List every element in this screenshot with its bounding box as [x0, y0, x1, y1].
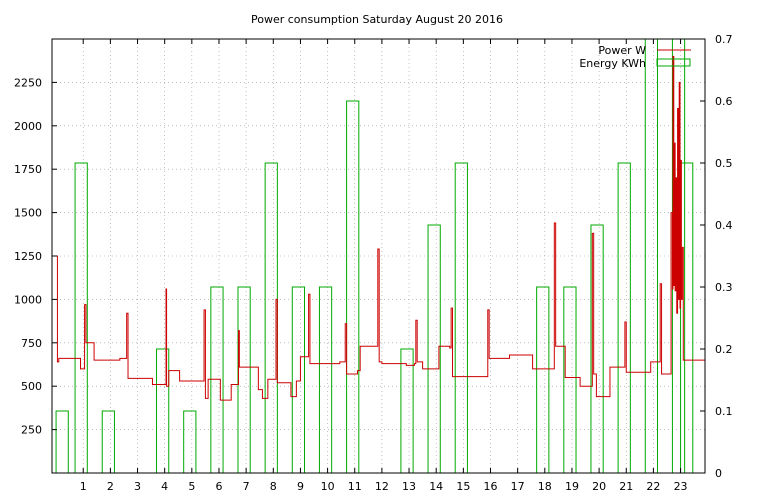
energy-bar	[237, 286, 251, 474]
x-tick-label: 9	[297, 480, 304, 493]
x-tick-label: 8	[270, 480, 277, 493]
energy-bar	[101, 410, 115, 474]
y2-tick-label: 0.5	[715, 157, 733, 170]
energy-bar	[318, 286, 333, 474]
y-tick-label: 750	[21, 337, 42, 350]
x-tick-label: 16	[484, 480, 498, 493]
x-tick-label: 4	[161, 480, 168, 493]
y2-tick-label: 0.7	[715, 33, 733, 46]
x-tick-label: 22	[646, 480, 660, 493]
legend-swatch-energy	[656, 58, 691, 67]
x-tick-label: 11	[348, 480, 362, 493]
y2-tick-label: 0.4	[715, 219, 733, 232]
x-tick-label: 2	[107, 480, 114, 493]
energy-series	[55, 38, 694, 474]
x-tick-label: 6	[215, 480, 222, 493]
y2-tick-label: 0	[715, 467, 722, 480]
x-tick-label: 10	[321, 480, 335, 493]
x-tick-label: 5	[188, 480, 195, 493]
x-tick-label: 13	[402, 480, 416, 493]
x-tick-label: 23	[674, 480, 688, 493]
x-tick-label: 20	[592, 480, 606, 493]
x-tick-label: 3	[134, 480, 141, 493]
x-tick-label: 12	[375, 480, 389, 493]
energy-bar	[536, 286, 550, 474]
y2-tick-label: 0.6	[715, 95, 733, 108]
x-tick-label: 18	[538, 480, 552, 493]
legend: Power W Energy KWh	[579, 44, 691, 70]
legend-label-energy: Energy KWh	[579, 57, 646, 70]
grid	[52, 39, 705, 473]
power-line	[56, 55, 706, 401]
y-tick-label: 1500	[14, 207, 42, 220]
energy-bar	[291, 286, 306, 474]
energy-bar	[644, 38, 658, 474]
energy-bar	[210, 286, 224, 474]
x-tick-label: 7	[243, 480, 250, 493]
x-tick-label: 15	[456, 480, 470, 493]
plot-frame	[51, 38, 706, 474]
energy-bar	[346, 100, 360, 474]
x-tick-label: 17	[511, 480, 525, 493]
y-tick-label: 500	[21, 380, 42, 393]
power-series	[56, 55, 706, 401]
y-tick-label: 1750	[14, 163, 42, 176]
chart-title: Power consumption Saturday August 20 201…	[251, 13, 503, 26]
energy-bar	[55, 410, 69, 474]
axes: 1 2 3 4 5 6 7 8 9 10 11 12 13 14 15 16 17 18 19 20 21 22 23250…	[14, 33, 733, 493]
x-tick-label: 1	[80, 480, 87, 493]
y-tick-label: 2000	[14, 120, 42, 133]
legend-label-power: Power W	[598, 44, 646, 57]
energy-bar	[400, 348, 414, 474]
x-tick-label: 14	[429, 480, 443, 493]
y-tick-label: 2250	[14, 76, 42, 89]
x-tick-label: 21	[619, 480, 633, 493]
y2-tick-label: 0.1	[715, 405, 733, 418]
energy-bar	[183, 410, 197, 474]
y2-tick-label: 0.3	[715, 281, 733, 294]
energy-bar	[454, 162, 468, 474]
y2-tick-label: 0.2	[715, 343, 733, 356]
x-tick-label: 19	[565, 480, 579, 493]
y-tick-label: 1000	[14, 293, 42, 306]
y-tick-label: 1250	[14, 250, 42, 263]
y-tick-label: 250	[21, 424, 42, 437]
energy-bar	[617, 162, 631, 474]
energy-bar	[680, 162, 694, 474]
energy-bar	[563, 286, 577, 474]
